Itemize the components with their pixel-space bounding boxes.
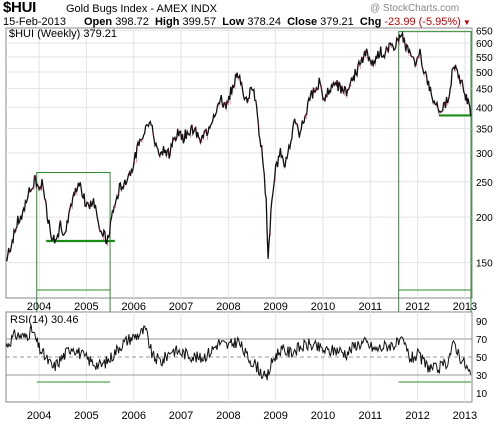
close-label: Close — [287, 16, 318, 28]
main-x-tick-label: 2007 — [169, 301, 193, 313]
main-y-tick-label: 400 — [476, 103, 493, 114]
rsi-y-tick-label: 70 — [476, 335, 488, 346]
main-x-tick-label: 2009 — [263, 301, 287, 313]
hui-price-line — [5, 30, 472, 262]
support-lines — [46, 114, 472, 243]
down-triangle-icon: ▼ — [462, 18, 471, 27]
main-x-tick-label: 2012 — [405, 301, 429, 313]
low-value: 378.24 — [247, 16, 281, 28]
rsi-x-tick-label: 2013 — [453, 410, 477, 422]
main-y-tick-label: 650 — [476, 26, 493, 37]
rsi-x-tick-label: 2006 — [121, 410, 145, 422]
rsi-x-tick-label: 2007 — [169, 410, 193, 422]
rsi-reference-lines — [6, 338, 472, 376]
main-y-tick-label: 500 — [476, 68, 493, 79]
rsi-y-tick-label: 30 — [476, 371, 488, 382]
high-label: High — [154, 16, 180, 28]
rsi-x-tick-label: 2004 — [27, 410, 51, 422]
main-x-tick-label: 2011 — [358, 301, 382, 313]
rsi-x-tick-label: 2005 — [74, 410, 98, 422]
main-y-tick-label: 350 — [476, 124, 493, 135]
rsi-x-axis: 2004 2005 2006 2007 2008 2009 2010 2011 2012 2013 — [27, 410, 477, 422]
rsi-x-tick-label: 2009 — [263, 410, 287, 422]
rsi-legend: RSI(14) 30.46 — [10, 314, 78, 326]
low-label: Low — [222, 16, 245, 28]
rsi-y-tick-label: 10 — [476, 389, 488, 400]
main-y-tick-label: 300 — [476, 149, 493, 160]
rsi-x-tick-label: 2012 — [405, 410, 429, 422]
open-label: Open — [84, 16, 113, 28]
quote-date: 15-Feb-2013 — [3, 16, 66, 28]
high-value: 399.57 — [182, 16, 217, 28]
main-x-tick-label: 2006 — [121, 301, 145, 313]
rsi-y-axis: 90 70 50 30 10 — [476, 317, 488, 400]
main-highlight-box — [398, 31, 472, 291]
chg-label: Chg — [359, 16, 382, 28]
rsi-x-tick-label: 2010 — [311, 410, 335, 422]
main-legend: $HUI (Weekly) 379.21 — [9, 28, 117, 40]
rsi-x-tick-label: 2011 — [358, 410, 382, 422]
main-x-tick-label: 2005 — [74, 301, 98, 313]
main-x-tick-label: 2013 — [453, 301, 477, 313]
open-value: 398.72 — [115, 16, 149, 28]
main-y-tick-label: 600 — [476, 39, 493, 50]
rsi-y-tick-label: 50 — [476, 353, 488, 364]
main-y-tick-label: 550 — [476, 53, 493, 64]
index-name: Gold Bugs Index - AMEX INDX — [66, 3, 218, 15]
main-y-tick-label: 200 — [476, 213, 493, 224]
main-y-tick-label: 250 — [476, 178, 493, 189]
main-y-axis: 650 600 550 500 450 400 350 300 250 200 150 — [476, 26, 493, 269]
main-y-tick-label: 450 — [476, 85, 493, 96]
stockcharts-credit: @ StockCharts.com — [370, 3, 460, 14]
main-x-tick-label: 2004 — [27, 301, 51, 313]
main-x-tick-label: 2008 — [216, 301, 240, 313]
hui-price-down-overlay — [5, 32, 468, 262]
ohlc-readout: Open 398.72 High 399.57 Low 378.24 Close… — [84, 16, 471, 28]
main-price-panel — [5, 27, 473, 299]
rsi-x-tick-label: 2008 — [216, 410, 240, 422]
chg-value: -23.99 (-5.95%) — [384, 16, 461, 28]
main-x-tick-label: 2010 — [311, 301, 335, 313]
main-y-tick-label: 150 — [476, 259, 493, 270]
rsi-y-tick-label: 90 — [476, 317, 488, 328]
rsi-line — [5, 324, 472, 381]
ticker-symbol: $HUI — [3, 0, 36, 16]
close-value: 379.21 — [320, 16, 354, 28]
main-x-axis: 2004 2005 2006 2007 2008 2009 2010 2011 2012 2013 — [27, 301, 477, 313]
